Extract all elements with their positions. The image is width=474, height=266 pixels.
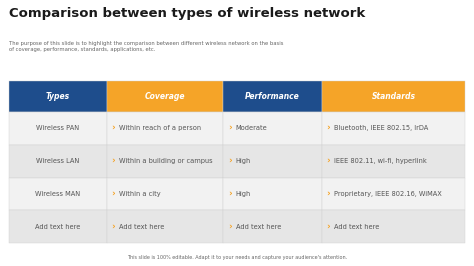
Text: Add text here: Add text here	[236, 224, 281, 230]
Text: Wireless LAN: Wireless LAN	[36, 158, 79, 164]
Text: ›: ›	[326, 124, 330, 133]
Text: ›: ›	[111, 222, 115, 231]
Text: ›: ›	[111, 124, 115, 133]
Text: IEEE 802.11, wi-fi, hyperlink: IEEE 802.11, wi-fi, hyperlink	[334, 158, 427, 164]
Bar	[9, 145, 107, 178]
Text: Add text here: Add text here	[119, 224, 164, 230]
Bar	[321, 178, 465, 210]
Text: Moderate: Moderate	[236, 125, 267, 131]
Text: Performance: Performance	[245, 92, 300, 101]
Text: ›: ›	[228, 189, 232, 198]
Text: ›: ›	[111, 157, 115, 166]
Text: High: High	[236, 191, 251, 197]
Bar	[223, 210, 321, 243]
Text: This slide is 100% editable. Adapt it to your needs and capture your audience's : This slide is 100% editable. Adapt it to…	[127, 255, 347, 260]
Text: Bluetooth, IEEE 802.15, IrDA: Bluetooth, IEEE 802.15, IrDA	[334, 125, 428, 131]
Text: Within a building or campus: Within a building or campus	[119, 158, 213, 164]
Text: ›: ›	[228, 124, 232, 133]
Text: Wireless PAN: Wireless PAN	[36, 125, 79, 131]
Bar	[223, 81, 321, 112]
Bar	[321, 145, 465, 178]
Text: Add text here: Add text here	[334, 224, 379, 230]
Bar	[107, 178, 223, 210]
Text: ›: ›	[111, 189, 115, 198]
Text: Comparison between types of wireless network: Comparison between types of wireless net…	[9, 7, 365, 20]
Bar	[223, 112, 321, 145]
Text: ›: ›	[326, 222, 330, 231]
Text: ›: ›	[326, 189, 330, 198]
Text: Proprietary, IEEE 802.16, WiMAX: Proprietary, IEEE 802.16, WiMAX	[334, 191, 442, 197]
Text: High: High	[236, 158, 251, 164]
Bar	[223, 178, 321, 210]
Bar	[9, 81, 107, 112]
Bar	[107, 210, 223, 243]
Bar	[107, 81, 223, 112]
Bar	[321, 210, 465, 243]
Bar	[223, 145, 321, 178]
Bar	[9, 112, 107, 145]
Bar	[9, 178, 107, 210]
Text: ›: ›	[326, 157, 330, 166]
Text: Within reach of a person: Within reach of a person	[119, 125, 201, 131]
Text: ›: ›	[228, 157, 232, 166]
Text: Types: Types	[46, 92, 70, 101]
Bar	[107, 112, 223, 145]
Text: ›: ›	[228, 222, 232, 231]
Text: Coverage: Coverage	[145, 92, 185, 101]
Bar	[107, 145, 223, 178]
Text: Add text here: Add text here	[35, 224, 80, 230]
Text: The purpose of this slide is to highlight the comparison between different wirel: The purpose of this slide is to highligh…	[9, 41, 283, 52]
Bar	[9, 210, 107, 243]
Text: Wireless MAN: Wireless MAN	[35, 191, 80, 197]
Bar	[321, 81, 465, 112]
Text: Standards: Standards	[372, 92, 416, 101]
Text: Within a city: Within a city	[119, 191, 161, 197]
Bar	[321, 112, 465, 145]
